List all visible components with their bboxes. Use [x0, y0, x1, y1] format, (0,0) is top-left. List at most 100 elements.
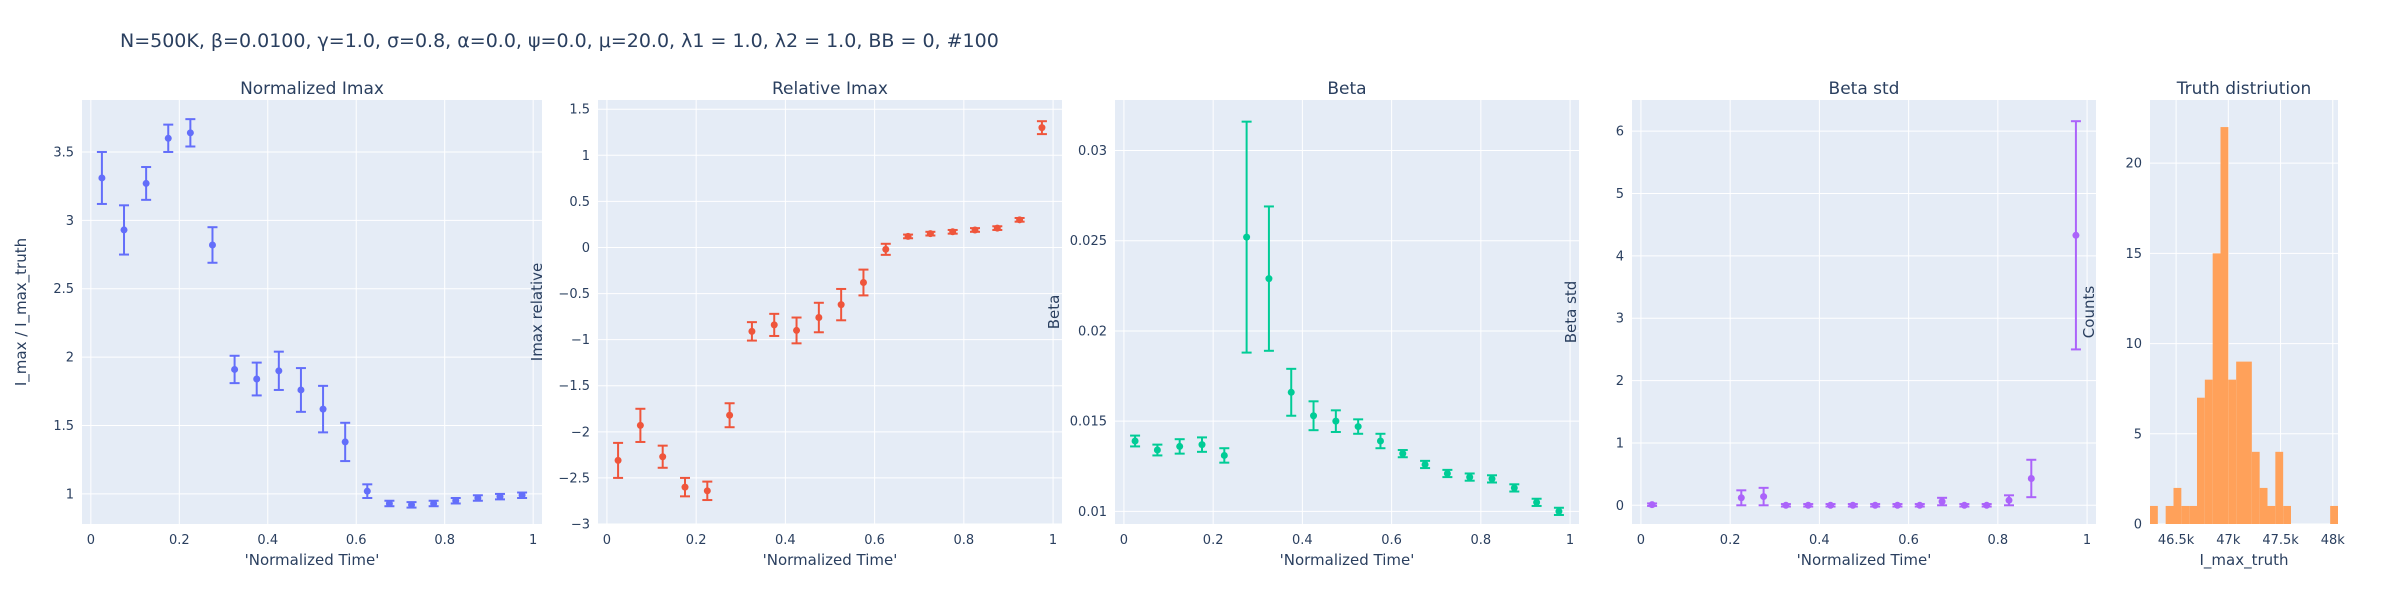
x-tick-label: 1 [1049, 533, 1057, 548]
x-tick-label: 0.2 [169, 533, 190, 548]
data-point [681, 483, 689, 491]
histogram-bar [2228, 379, 2237, 524]
data-point [793, 326, 801, 334]
histogram-bar [2220, 127, 2229, 524]
plot-area [1115, 100, 1579, 524]
y-tick-label: 3 [1616, 312, 1624, 327]
data-point [1960, 501, 1968, 509]
data-point [1983, 501, 1991, 509]
data-point [231, 365, 239, 373]
data-point [474, 494, 482, 502]
data-point [1332, 417, 1340, 425]
histogram-bar [2165, 505, 2174, 524]
y-tick-label: 2 [66, 351, 74, 366]
data-point [1038, 124, 1046, 132]
data-point [1804, 501, 1812, 509]
histogram-bar [2267, 505, 2276, 524]
x-tick-label: 0 [1120, 533, 1128, 548]
data-point [1376, 437, 1384, 445]
data-point [770, 321, 778, 329]
x-tick-label: 1 [2083, 533, 2091, 548]
data-point [926, 230, 934, 238]
x-axis-label: 'Normalized Time' [245, 551, 380, 569]
data-point [636, 421, 644, 429]
data-point [2005, 496, 2013, 504]
data-point [1827, 501, 1835, 509]
y-tick-label: 1.5 [53, 419, 74, 434]
y-tick-label: 2.5 [53, 282, 74, 297]
y-tick-label: 5 [1616, 187, 1624, 202]
data-point [2072, 231, 2080, 239]
y-tick-label: 6 [1616, 125, 1624, 140]
x-tick-label: 0.2 [686, 533, 707, 548]
x-tick-label: 0.6 [1898, 533, 1919, 548]
y-tick-label: 4 [1616, 249, 1624, 264]
subplot-title: Relative Imax [772, 79, 888, 99]
histogram-bar [2212, 253, 2221, 525]
x-axis-label: 'Normalized Time' [1280, 551, 1415, 569]
y-tick-label: 0 [582, 241, 590, 256]
plot-area [82, 100, 542, 524]
data-point [1443, 469, 1451, 477]
y-tick-label: 15 [2125, 247, 2142, 262]
x-tick-label: 0 [87, 533, 95, 548]
data-point [703, 487, 711, 495]
y-tick-label: 3.5 [53, 145, 74, 160]
x-tick-label: 0.6 [1381, 533, 1402, 548]
y-tick-label: 0.01 [1078, 505, 1107, 520]
data-point [1220, 451, 1228, 459]
data-point [142, 179, 150, 187]
data-point [452, 497, 460, 505]
y-tick-label: 0 [1616, 499, 1624, 514]
subplot-title: Normalized Imax [240, 79, 384, 99]
figure-title: N=500K, β=0.0100, γ=1.0, σ=0.8, α=0.0, ψ… [120, 30, 999, 52]
x-tick-label: 46.5k [2158, 533, 2195, 548]
subplot-title: Truth distriution [2176, 79, 2312, 99]
x-tick-label: 47.5k [2262, 533, 2299, 548]
data-point [385, 499, 393, 507]
data-point [748, 327, 756, 335]
data-point [1648, 501, 1656, 509]
histogram-bar [2150, 505, 2158, 524]
x-tick-label: 0.8 [1471, 533, 1492, 548]
data-point [1938, 498, 1946, 506]
y-tick-label: −1.5 [558, 379, 590, 394]
y-axis-label: Beta [1045, 295, 1063, 330]
subplot-title: Beta std [1829, 79, 1900, 99]
histogram-bar [2244, 361, 2252, 524]
subplot-5: 46.5k 47k 47.5k 48k 0 5 10 15 20 Truth distriutio… [2080, 79, 2345, 570]
y-tick-label: 3 [66, 214, 74, 229]
x-axis-label: 'Normalized Time' [763, 551, 898, 569]
y-tick-label: −3 [571, 518, 590, 533]
y-tick-label: −0.5 [558, 287, 590, 302]
y-tick-label: 20 [2125, 157, 2142, 172]
data-point [1871, 501, 1879, 509]
data-point [1131, 437, 1139, 445]
subplot-1: 0 0.2 0.4 0.6 0.8 1 1 1.5 2 2.5 3 3.5 Normalized Ima… [12, 79, 542, 569]
y-axis-label: Beta std [1562, 281, 1580, 344]
data-point [1310, 412, 1318, 420]
histogram-bar [2251, 451, 2260, 524]
y-tick-label: −1 [571, 333, 590, 348]
data-point [297, 386, 305, 394]
histogram-bar [2189, 505, 2197, 524]
data-point [1782, 501, 1790, 509]
x-tick-label: 0.4 [1292, 533, 1313, 548]
histogram-bar [2259, 487, 2268, 524]
data-point [408, 501, 416, 509]
y-tick-label: 1 [66, 487, 74, 502]
data-point [496, 493, 504, 501]
histogram-bar [2275, 451, 2284, 524]
data-point [363, 487, 371, 495]
y-axis-label: Counts [2080, 286, 2098, 339]
x-tick-label: 0.8 [954, 533, 975, 548]
data-point [120, 226, 128, 234]
subplot-3: 0 0.2 0.4 0.6 0.8 1 0.01 0.015 0.02 0.025 0.03 Beta… [1045, 79, 1579, 569]
y-tick-label: 0.5 [569, 195, 590, 210]
x-tick-label: 1 [1566, 533, 1574, 548]
histogram-bar [2283, 505, 2291, 524]
data-point [815, 314, 823, 322]
data-point [837, 301, 845, 309]
data-point [319, 405, 327, 413]
x-tick-label: 0.4 [775, 533, 796, 548]
